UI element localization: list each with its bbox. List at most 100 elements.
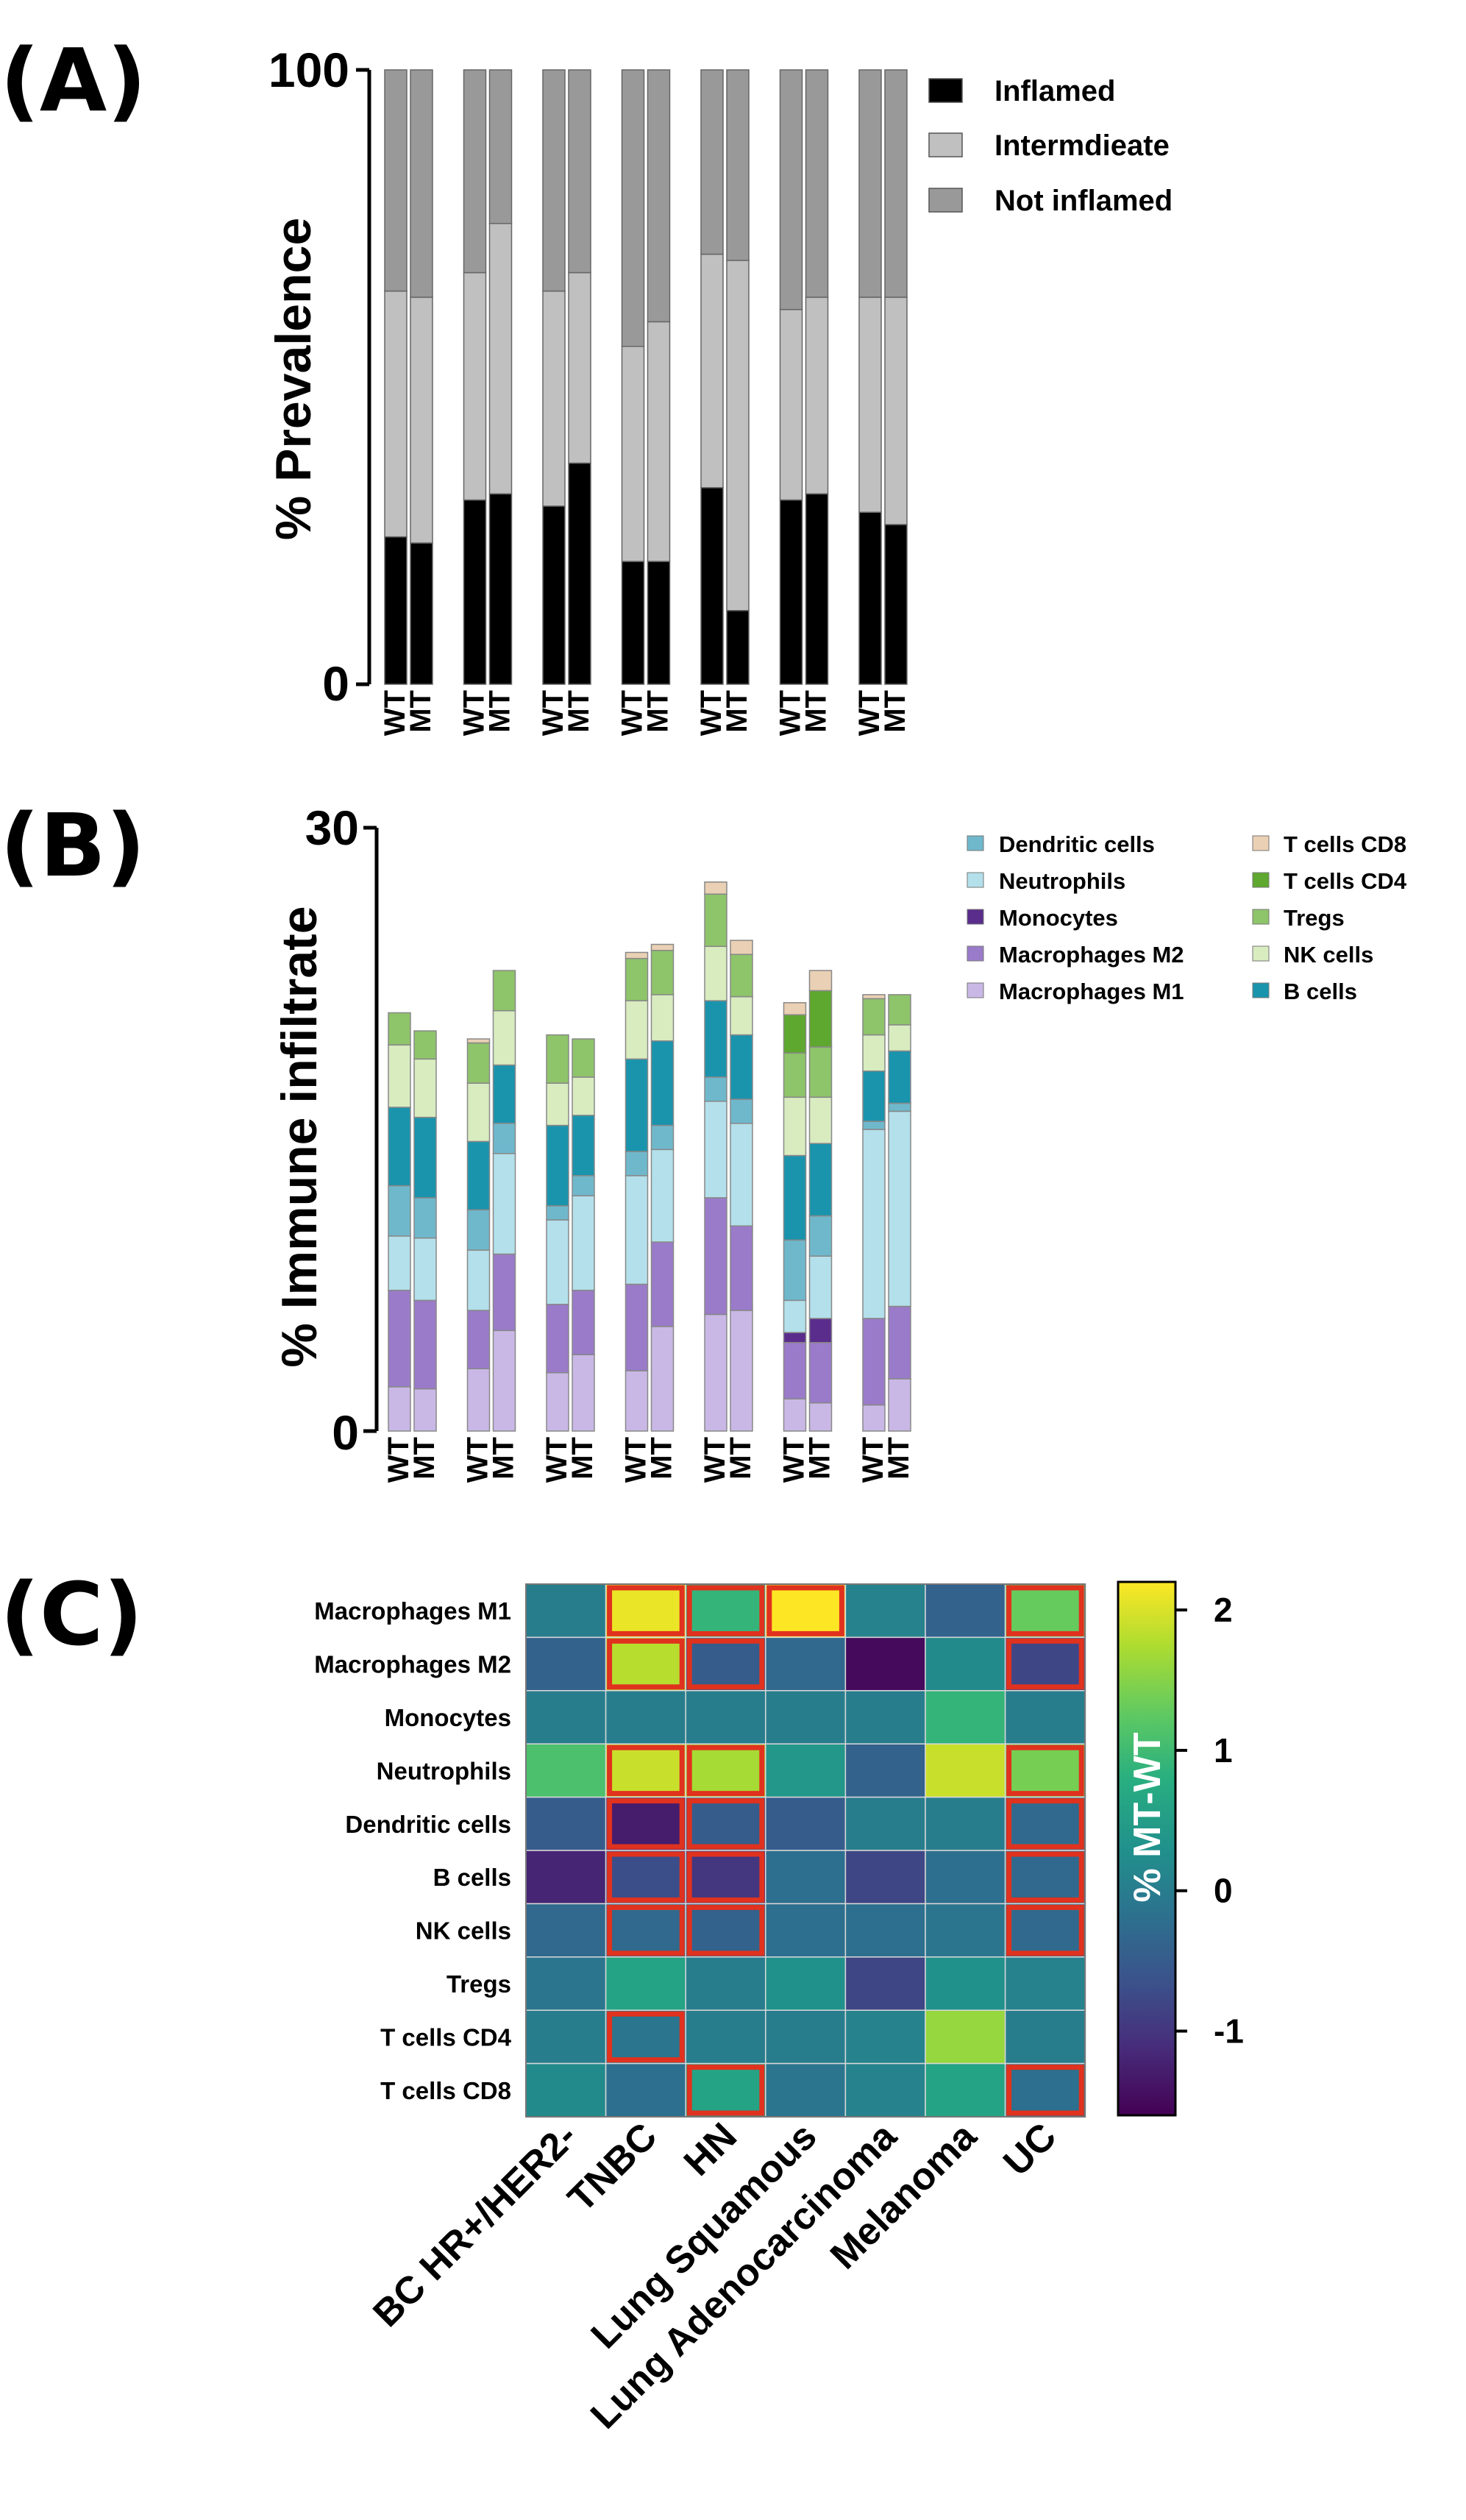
xtick-a-11: WT [775, 690, 807, 736]
bar-b-10-neutrophils [730, 1123, 753, 1227]
bar-b-13-b-cells [862, 1070, 886, 1122]
heat-cell-7-5 [844, 1903, 926, 1958]
bar-a-13-inflamed [858, 511, 882, 685]
bar-b-14-macrophages-m2 [888, 1305, 911, 1380]
heat-highlight-18 [686, 1904, 765, 1956]
bar-b-6-neutrophils [572, 1195, 595, 1291]
bar-b-10-macrophages-m2 [730, 1225, 753, 1311]
xtick-b-3: WT [462, 1437, 494, 1483]
bar-b-11-macrophages-m2 [783, 1341, 807, 1400]
bar-b-9-nk-cells [704, 945, 727, 1001]
bar-b-13-t-cells-cd8 [862, 994, 886, 1000]
legend-b-label-monocytes: Monocytes [999, 905, 1118, 931]
heat-col-label-1: BC HR+/HER2- [365, 2115, 585, 2335]
bar-b-12-macrophages-m1 [808, 1402, 833, 1432]
bar-b-2-macrophages-m1 [413, 1388, 437, 1432]
bar-b-8-b-cells [650, 1040, 675, 1126]
bar-b-1-nk-cells [388, 1044, 411, 1108]
bar-b-2-b-cells [413, 1116, 437, 1199]
heat-cell-6-7 [1004, 1850, 1086, 1905]
heat-cell-9-4 [765, 2009, 847, 2065]
bar-b-1-dendritic-cells [388, 1185, 411, 1237]
heat-cell-7-6 [925, 1903, 1006, 1958]
heat-highlight-6 [686, 1638, 765, 1690]
bar-b-13-macrophages-m2 [862, 1318, 886, 1406]
bar-a-12-not-inflamed [805, 69, 829, 298]
bar-a-5-inflamed [542, 505, 566, 685]
bar-a-14-not-inflamed [884, 69, 908, 298]
bar-a-1-inflamed [384, 536, 408, 685]
xtick-a-14: MT [879, 690, 911, 733]
heat-cell-10-7 [1004, 2062, 1086, 2118]
legend-b-label-macrophages-m2: Macrophages M2 [999, 942, 1184, 968]
bar-b-7-nk-cells [625, 1000, 649, 1060]
xtick-b-13: WT [857, 1437, 889, 1483]
bar-a-13-not-inflamed [858, 69, 882, 298]
bar-b-1-b-cells [388, 1107, 411, 1187]
legend-a-label-2: Intermdieate [994, 129, 1170, 162]
xtick-a-7: WT [616, 690, 649, 736]
bar-b-6-tregs [572, 1038, 595, 1078]
bar-a-5-not-inflamed [542, 69, 566, 292]
xtick-b-4: MT [488, 1437, 520, 1480]
heat-cell-10-3 [685, 2062, 766, 2118]
bar-b-2-nk-cells [413, 1058, 437, 1118]
bar-b-5-nk-cells [546, 1082, 569, 1126]
bar-b-11-b-cells [783, 1154, 807, 1241]
heat-cell-3-5 [844, 1690, 926, 1745]
bar-b-5-macrophages-m2 [546, 1304, 569, 1374]
heat-cell-10-4 [765, 2062, 847, 2118]
heatmap-frame [525, 1583, 1086, 2118]
bar-b-3-nk-cells [466, 1082, 491, 1143]
heat-cell-3-4 [765, 1690, 847, 1745]
heat-cell-8-7 [1004, 1956, 1086, 2011]
legend-a-swatch-3 [928, 188, 963, 213]
bar-a-2-intermdieate [410, 297, 433, 544]
bar-a-11-not-inflamed [779, 69, 803, 310]
bar-b-5-dendritic-cells [546, 1205, 569, 1221]
bar-a-9-intermdieate [700, 253, 724, 489]
heat-cell-8-5 [844, 1956, 926, 2011]
legend-b-label-dendritic-cells: Dendritic cells [999, 831, 1155, 857]
bar-b-11-nk-cells [783, 1096, 807, 1157]
bar-b-4-dendritic-cells [492, 1123, 516, 1154]
legend-b-label-t-cells-cd8: T cells CD8 [1284, 831, 1406, 857]
bar-b-12-t-cells-cd4 [808, 990, 833, 1048]
bar-b-10-t-cells-cd8 [730, 940, 753, 955]
bar-b-11-t-cells-cd4 [783, 1014, 807, 1054]
bar-b-6-b-cells [572, 1115, 595, 1176]
heat-col-label-3: HN [676, 2115, 745, 2184]
heat-cell-3-2 [605, 1690, 686, 1745]
panel-a-ytick-top: 100 [268, 43, 349, 97]
heat-highlight-7 [1006, 1638, 1084, 1690]
legend-b-swatch-dendritic-cells [967, 835, 984, 851]
bar-b-11-dendritic-cells [783, 1239, 807, 1302]
colorbar-tick-label-2: 1 [1214, 1731, 1233, 1770]
bar-b-12-dendritic-cells [808, 1215, 833, 1257]
xtick-a-8: MT [642, 690, 675, 733]
bar-b-5-b-cells [546, 1124, 569, 1207]
heat-highlight-19 [1006, 1904, 1084, 1956]
heat-row-label-7: NK cells [416, 1917, 511, 1945]
xtick-a-13: WT [853, 690, 886, 736]
panel-b-ytick-top: 30 [305, 801, 359, 855]
bar-b-9-tregs [704, 893, 727, 948]
heat-cell-5-1 [525, 1796, 607, 1851]
panel-a-ylabel: % Prevalence [266, 218, 321, 541]
xtick-b-2: MT [408, 1437, 441, 1480]
xtick-b-12: MT [804, 1437, 836, 1480]
bar-b-7-dendritic-cells [625, 1151, 649, 1176]
bar-b-7-tregs [625, 957, 649, 1001]
heat-cell-1-7 [1004, 1583, 1086, 1639]
bar-a-2-not-inflamed [410, 69, 433, 298]
heat-cell-1-1 [525, 1583, 607, 1639]
heat-col-label-2: TNBC [560, 2115, 665, 2220]
bar-a-8-inflamed [647, 561, 671, 685]
bar-b-13-tregs [862, 998, 886, 1036]
legend-a-label-1: Inflamed [994, 75, 1115, 107]
heat-cell-6-5 [844, 1850, 926, 1905]
colorbar [1117, 1580, 1177, 2117]
heat-cell-2-7 [1004, 1636, 1086, 1692]
